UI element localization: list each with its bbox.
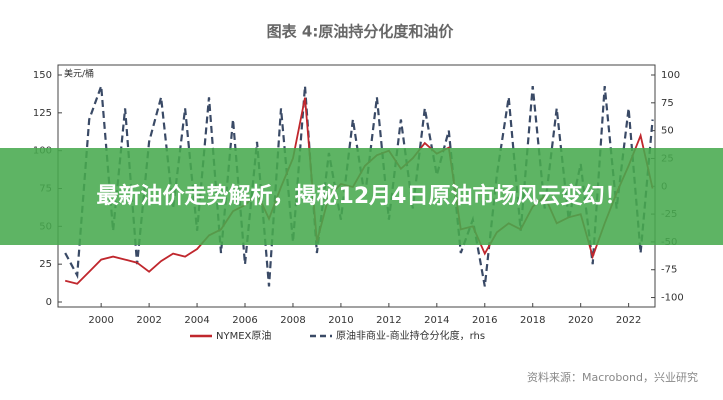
y-tick-label: 125: [33, 108, 52, 119]
y2-tick-label: 50: [661, 126, 674, 137]
y-tick-label: 0: [46, 297, 52, 308]
legend-label: 原油非商业-商业持仓分化度，rhs: [336, 329, 485, 342]
y2-tick-label: 100: [661, 70, 680, 81]
x-tick-label: 2000: [88, 315, 113, 326]
x-tick-label: 2016: [472, 315, 497, 326]
x-tick-label: 2006: [232, 315, 257, 326]
banner-title: 最新油价走势解析，揭秘12月4日原油市场风云变幻！: [96, 183, 627, 209]
y-axis-label: 美元/桶: [64, 68, 94, 80]
x-tick-label: 2020: [568, 315, 593, 326]
y2-tick-label: -100: [661, 293, 684, 304]
legend-label: NYMEX原油: [216, 329, 271, 342]
y2-tick-label: -75: [661, 265, 677, 276]
x-tick-label: 2018: [520, 315, 545, 326]
x-tick-label: 2004: [184, 315, 209, 326]
banner: 最新油价走势解析，揭秘12月4日原油市场风云变幻！: [0, 148, 723, 245]
y-tick-label: 150: [33, 70, 52, 81]
x-tick-label: 2012: [376, 315, 401, 326]
x-tick-label: 2014: [424, 315, 449, 326]
y2-tick-label: 75: [661, 98, 674, 109]
x-tick-label: 2002: [136, 315, 161, 326]
source: 资料来源：Macrobond，兴业研究: [527, 370, 698, 384]
x-tick-label: 2008: [280, 315, 305, 326]
y-tick-label: 25: [39, 259, 52, 270]
x-tick-label: 2010: [328, 315, 353, 326]
chart-title: 图表 4:原油持分化度和油价: [267, 23, 455, 41]
x-tick-label: 2022: [616, 315, 641, 326]
